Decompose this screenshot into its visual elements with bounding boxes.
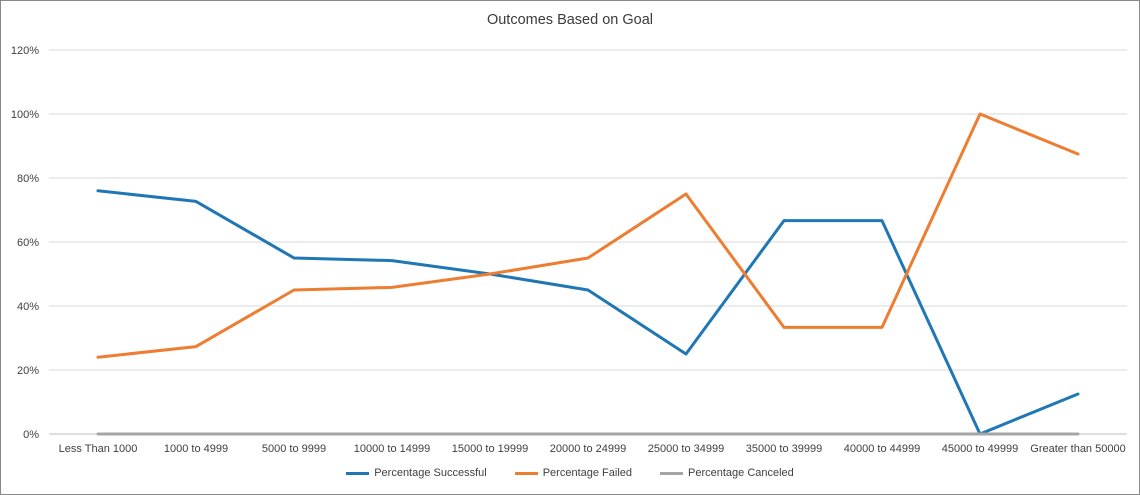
x-axis-category-label: 25000 to 34999: [648, 443, 724, 455]
chart-title: Outcomes Based on Goal: [486, 12, 654, 28]
y-axis-tick-label: 0%: [23, 429, 39, 441]
y-axis-tick-label: 20%: [17, 365, 39, 377]
series-line-percentage-successful: [96, 189, 1080, 436]
legend-line-swatch-percentage-successful: [346, 471, 370, 475]
y-axis-tick-label: 60%: [17, 237, 39, 249]
x-axis-category-label: 5000 to 9999: [262, 443, 326, 455]
x-axis-category-label: 1000 to 4999: [164, 443, 228, 455]
legend-label: Percentage Canceled: [688, 467, 794, 479]
legend-item-percentage-successful: Percentage Successful: [346, 467, 487, 479]
legend-label: Percentage Failed: [542, 467, 632, 479]
legend: Percentage Successful Percentage Failed Pe…: [1, 467, 1139, 479]
legend-item-percentage-canceled: Percentage Canceled: [660, 467, 794, 479]
x-axis-category-label: Less Than 1000: [59, 443, 138, 455]
y-axis-tick-label: 80%: [17, 173, 39, 185]
series-line-percentage-failed: [96, 112, 1080, 359]
x-axis-category-label: 35000 to 39999: [746, 443, 822, 455]
legend-line-swatch-percentage-canceled: [660, 471, 683, 475]
y-axis-tick-label: 100%: [11, 109, 39, 121]
legend-label: Percentage Successful: [374, 467, 487, 479]
y-axis-tick-label: 40%: [17, 301, 39, 313]
x-axis-category-label: 40000 to 44999: [844, 443, 920, 455]
y-axis-tick-label: 120%: [11, 45, 39, 57]
legend-item-percentage-failed: Percentage Failed: [514, 467, 632, 479]
x-axis-category-label: 45000 to 49999: [942, 443, 1018, 455]
legend-line-swatch-percentage-failed: [514, 471, 538, 475]
x-axis-category-label: 10000 to 14999: [354, 443, 430, 455]
x-axis-category-label: 20000 to 24999: [550, 443, 626, 455]
x-axis-category-label: Greater than 50000: [1030, 443, 1125, 455]
x-axis-category-label: 15000 to 19999: [452, 443, 528, 455]
